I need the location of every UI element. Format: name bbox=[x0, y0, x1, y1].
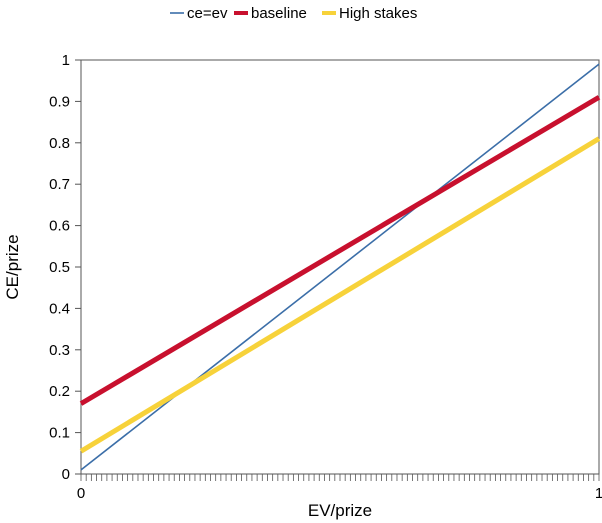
y-tick-label: 0.6 bbox=[49, 218, 70, 235]
series-line-baseline bbox=[79, 95, 601, 406]
y-tick-label: 0.3 bbox=[49, 342, 70, 359]
y-tick-label: 0.1 bbox=[49, 425, 70, 442]
legend-label: ce=ev bbox=[187, 5, 228, 22]
y-axis-ticks: 0 0.1 0.2 0.3 0.4 0.5 0.6 0.7 0.8 0.9 1 bbox=[49, 52, 81, 483]
x-tick-label: 0 bbox=[77, 485, 85, 502]
y-tick-label: 0 bbox=[62, 466, 70, 483]
x-axis-title: EV/prize bbox=[308, 501, 372, 520]
series-lines bbox=[79, 63, 601, 471]
y-tick-label: 0.5 bbox=[49, 259, 70, 276]
y-tick-label: 0.8 bbox=[49, 135, 70, 152]
series-line-high-stakes bbox=[79, 136, 601, 454]
y-axis-title: CE/prize bbox=[3, 234, 22, 299]
y-tick-label: 0.2 bbox=[49, 383, 70, 400]
y-tick-label: 0.4 bbox=[49, 300, 70, 317]
x-minor-ticks bbox=[80, 474, 600, 481]
series-line-ce-ev bbox=[80, 63, 600, 471]
legend-label: baseline bbox=[251, 5, 307, 22]
y-tick-label: 1 bbox=[62, 52, 70, 69]
legend: ce=ev baseline High stakes bbox=[170, 5, 417, 22]
legend-label: High stakes bbox=[339, 5, 417, 22]
y-tick-label: 0.7 bbox=[49, 176, 70, 193]
y-tick-label: 0.9 bbox=[49, 93, 70, 110]
x-tick-label: 1 bbox=[595, 485, 602, 502]
